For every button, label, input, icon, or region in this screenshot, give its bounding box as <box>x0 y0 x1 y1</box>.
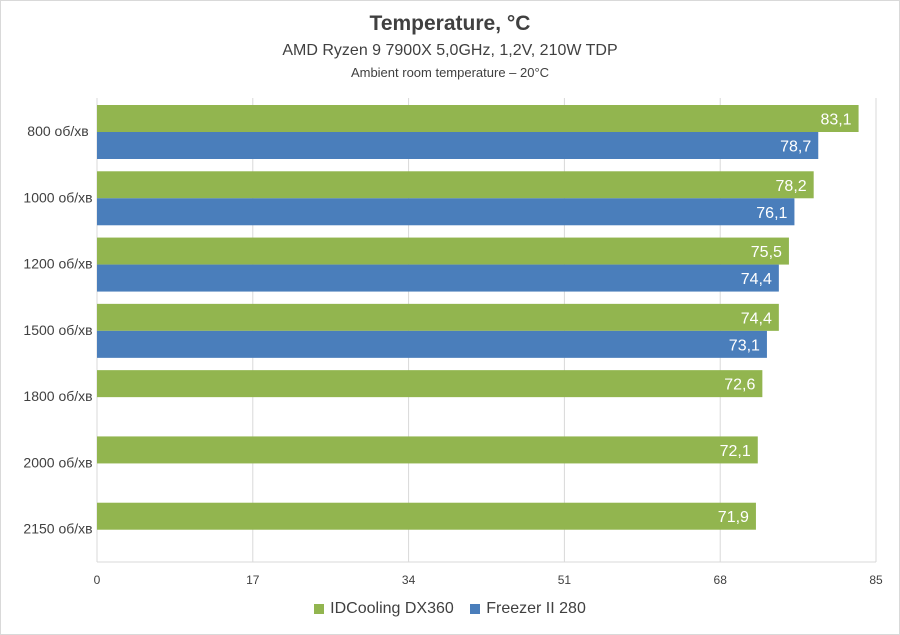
data-label-freezer-0: 78,7 <box>780 139 811 156</box>
category-label-2: 1200 об/хв <box>23 256 92 272</box>
x-tick-label-17: 17 <box>246 573 260 587</box>
bar-idcooling-4 <box>97 370 763 398</box>
chart-subtitle: AMD Ryzen 9 7900X 5,0GHz, 1,2V, 210W TDP <box>282 42 618 59</box>
data-label-idcooling-2: 75,5 <box>751 244 782 261</box>
category-label-5: 2000 об/хв <box>23 454 92 470</box>
category-label-6: 2150 об/хв <box>23 521 92 537</box>
legend-item-idcooling: IDCooling DX360 <box>314 600 454 618</box>
legend-swatch-freezer <box>470 604 481 614</box>
x-tick-label-0: 0 <box>94 573 101 587</box>
data-label-idcooling-3: 74,4 <box>741 310 772 327</box>
x-tick-label-85: 85 <box>869 573 883 587</box>
x-tick-label-51: 51 <box>558 573 572 587</box>
bar-freezer-1 <box>97 198 795 226</box>
legend: IDCooling DX360 Freezer II 280 <box>0 600 900 619</box>
data-label-freezer-1: 76,1 <box>756 205 787 222</box>
chart-title: Temperature, °C <box>369 12 531 35</box>
legend-label-freezer: Freezer II 280 <box>486 600 586 617</box>
data-label-idcooling-6: 71,9 <box>718 509 749 526</box>
data-label-idcooling-0: 83,1 <box>820 112 851 129</box>
data-label-idcooling-5: 72,1 <box>720 443 751 460</box>
category-label-0: 800 об/хв <box>27 123 88 139</box>
chart-note: Ambient room temperature – 20°C <box>350 65 550 80</box>
legend-item-freezer: Freezer II 280 <box>470 600 586 618</box>
data-label-freezer-2: 74,4 <box>741 271 772 288</box>
bar-freezer-0 <box>97 132 819 159</box>
x-tick-label-68: 68 <box>714 573 728 587</box>
bar-idcooling-2 <box>97 237 789 265</box>
x-tick-label-34: 34 <box>402 573 416 587</box>
bar-idcooling-6 <box>97 502 756 530</box>
bar-freezer-2 <box>97 264 779 292</box>
data-label-idcooling-1: 78,2 <box>776 178 807 195</box>
category-label-3: 1500 об/хв <box>23 322 92 338</box>
legend-label-idcooling: IDCooling DX360 <box>330 600 454 617</box>
bar-freezer-3 <box>97 330 767 358</box>
bar-idcooling-1 <box>97 171 814 199</box>
legend-swatch-idcooling <box>314 604 325 614</box>
bar-idcooling-0 <box>97 105 859 132</box>
bar-idcooling-5 <box>97 436 758 464</box>
data-label-freezer-3: 73,1 <box>729 337 760 354</box>
data-label-idcooling-4: 72,6 <box>724 377 755 394</box>
bar-idcooling-3 <box>97 303 779 331</box>
category-label-4: 1800 об/хв <box>23 388 92 404</box>
category-label-1: 1000 об/хв <box>23 189 92 205</box>
